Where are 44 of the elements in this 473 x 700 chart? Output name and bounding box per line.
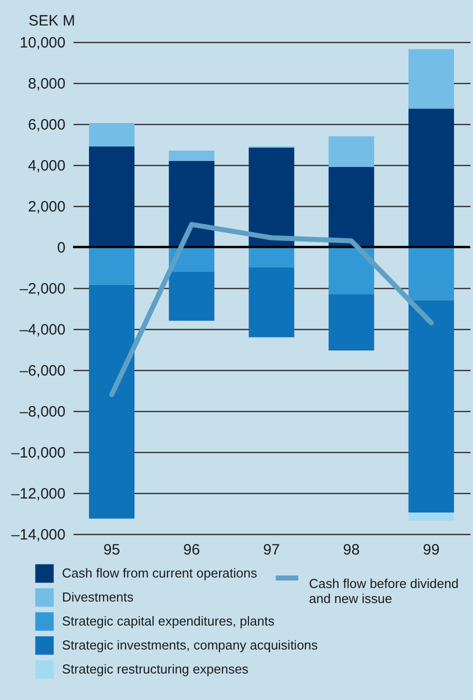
y-tick-label: 8,000 [28,76,66,92]
bar [408,512,454,521]
bar [88,146,135,247]
bar [168,160,214,247]
y-tick-label: 6,000 [28,116,66,134]
bar [328,247,374,294]
bar [328,167,374,247]
y-tick-label: –14,000 [11,526,66,544]
bar [168,272,214,321]
bar [88,284,135,519]
x-tick-label: 97 [263,542,280,558]
y-tick-label: –2,000 [20,280,66,298]
y-tick-label: 10,000 [20,34,66,52]
bar [408,247,454,300]
legend-label: Strategic investments, company acquisitions [62,638,318,652]
y-tick-label: –8,000 [20,404,66,420]
bar [408,108,454,247]
y-tick-label: –12,000 [11,486,66,502]
bar [328,136,374,168]
x-tick-label: 95 [103,542,120,558]
y-tick-label: 4,000 [28,158,66,174]
bar [88,247,135,285]
bar [328,294,374,351]
y-tick-label: 2,000 [28,198,66,216]
y-axis-title: SEK M [28,12,76,30]
y-tick-label: –10,000 [11,444,66,462]
y-tick-label: 0 [57,240,66,256]
legend-label: Strategic restructuring expenses [62,662,249,676]
bar [408,300,454,512]
legend-label: Cash flow before dividend and new issue [309,576,459,606]
bar [168,150,214,161]
legend-label: Cash flow from current operations [62,566,258,580]
y-tick-label: –4,000 [20,322,66,338]
x-tick-label: 96 [183,542,200,558]
bar [248,247,294,268]
bar [248,148,294,247]
y-tick-label: –6,000 [20,362,66,380]
legend-label: Strategic capital expenditures, plants [62,614,275,628]
x-tick-label: 98 [343,542,360,558]
x-tick-label: 99 [422,542,440,558]
bar [408,49,454,109]
bar [88,122,135,147]
legend-label: Divestments [62,590,134,604]
bar [248,268,294,338]
